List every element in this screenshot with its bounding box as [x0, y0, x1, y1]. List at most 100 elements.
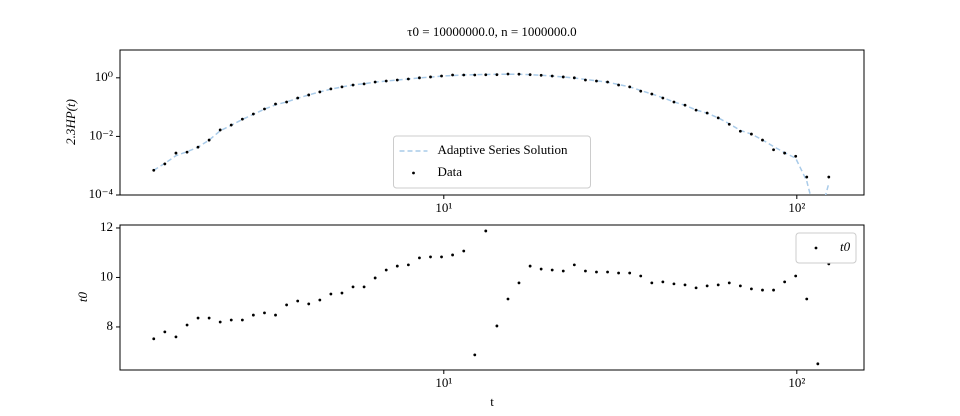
data-point	[196, 316, 200, 320]
data-point	[805, 297, 809, 301]
y-tick-label: 10⁰	[95, 69, 113, 84]
data-point	[429, 75, 432, 79]
data-point	[229, 318, 233, 322]
data-point	[517, 281, 521, 285]
data-point	[495, 324, 499, 328]
data-point	[351, 83, 355, 87]
data-point	[174, 335, 178, 339]
x-tick-label: 10²	[788, 200, 805, 215]
data-point	[805, 175, 809, 179]
data-point	[307, 93, 311, 97]
data-point	[794, 274, 798, 278]
data-point	[727, 122, 731, 126]
data-point	[617, 271, 620, 275]
plot-frame	[119, 224, 865, 371]
data-point	[561, 269, 565, 273]
data-point	[572, 76, 576, 80]
data-point	[395, 78, 399, 82]
data-point	[750, 132, 753, 136]
data-point	[595, 79, 598, 83]
data-point	[506, 72, 510, 76]
data-point	[451, 73, 454, 77]
data-point	[506, 297, 510, 301]
data-point	[639, 89, 643, 93]
data-point	[418, 256, 421, 260]
data-point	[318, 90, 322, 94]
data-point	[694, 286, 698, 290]
data-point	[650, 92, 654, 96]
data-point	[716, 283, 720, 287]
legend-box	[393, 135, 591, 189]
data-point	[406, 263, 410, 267]
data-point	[406, 77, 410, 81]
data-point	[517, 72, 521, 76]
legend-label: t0	[840, 239, 851, 254]
data-point	[218, 320, 222, 324]
data-point	[628, 271, 632, 275]
data-point	[683, 103, 687, 107]
data-point	[716, 116, 720, 120]
data-point	[152, 168, 156, 172]
data-point	[263, 107, 266, 111]
data-point	[738, 129, 742, 133]
data-point	[462, 249, 466, 253]
data-point	[296, 299, 300, 303]
data-point	[639, 274, 643, 278]
data-point	[207, 316, 211, 320]
data-point	[650, 281, 654, 285]
data-point	[351, 285, 355, 289]
data-point	[750, 287, 753, 291]
legend-swatch	[412, 171, 415, 175]
data-point	[440, 255, 443, 259]
data-point	[384, 268, 388, 272]
data-point	[772, 148, 775, 152]
data-point	[606, 270, 609, 274]
plot-area	[152, 229, 831, 366]
data-point	[429, 255, 432, 259]
data-point	[229, 123, 233, 127]
data-point	[584, 269, 587, 273]
data-point	[329, 292, 333, 296]
data-point	[395, 264, 399, 268]
data-point	[595, 270, 598, 274]
legend-box	[795, 232, 857, 264]
x-axis-label: t	[490, 394, 494, 409]
data-point	[727, 281, 731, 285]
data-point	[251, 313, 255, 317]
y-tick-label: 10	[100, 268, 113, 283]
data-point	[694, 108, 698, 112]
data-point	[329, 87, 333, 91]
data-point	[373, 276, 377, 280]
data-point	[285, 303, 289, 307]
data-point	[683, 283, 687, 287]
data-point	[240, 318, 244, 322]
data-point	[462, 73, 466, 77]
data-point	[661, 96, 665, 100]
data-point	[196, 145, 200, 149]
data-point	[251, 112, 255, 116]
y-axis-label: t0	[75, 291, 90, 302]
data-point	[340, 291, 344, 295]
data-point	[528, 73, 532, 77]
series-line	[153, 73, 830, 195]
data-point	[772, 288, 775, 292]
data-point	[617, 83, 620, 87]
data-point	[218, 128, 222, 132]
data-point	[783, 151, 787, 155]
data-point	[240, 117, 244, 121]
data-point	[174, 151, 178, 155]
y-axis-label: 2.3HP(t)	[63, 99, 78, 145]
data-point	[185, 323, 189, 327]
data-point	[451, 253, 454, 257]
data-point	[539, 267, 543, 271]
data-point	[484, 73, 488, 77]
legend-swatch	[814, 246, 818, 250]
y-tick-label: 12	[100, 219, 113, 234]
data-point	[672, 100, 676, 104]
data-point	[628, 85, 632, 89]
data-point	[207, 138, 211, 142]
data-point	[484, 229, 488, 233]
data-point	[163, 330, 167, 334]
data-point	[705, 111, 709, 115]
